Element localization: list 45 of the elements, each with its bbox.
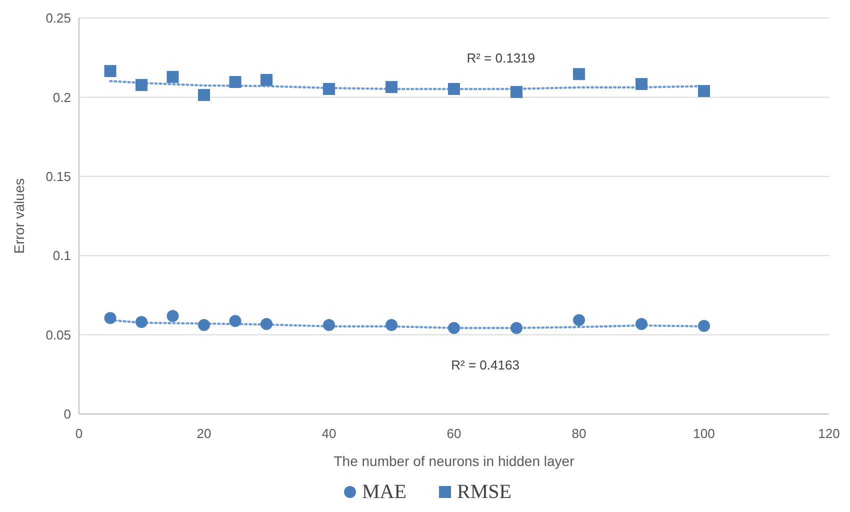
point	[573, 68, 585, 80]
point	[229, 315, 242, 328]
point	[229, 76, 242, 88]
point	[448, 82, 460, 95]
point	[260, 74, 272, 86]
x-tick-label: 40	[322, 426, 336, 441]
point	[510, 322, 522, 334]
legend-label: MAE	[362, 481, 406, 503]
point	[510, 86, 522, 98]
point	[323, 318, 335, 331]
point	[260, 318, 272, 330]
x-axis-title: The number of neurons in hidden layer	[334, 453, 575, 469]
x-tick-label: 0	[75, 426, 83, 441]
annotation: R² = 0.1319	[466, 50, 536, 66]
point	[636, 318, 648, 330]
point	[386, 318, 398, 331]
point	[104, 312, 116, 324]
y-tick-label: 0.2	[52, 90, 71, 105]
y-axis-title: Error values	[11, 178, 27, 254]
point	[104, 65, 116, 78]
legend-label: RMSE	[457, 481, 512, 503]
point	[573, 314, 585, 326]
point	[198, 318, 210, 331]
x-tick-label: 120	[818, 426, 840, 441]
x-tick-label: 100	[693, 426, 715, 441]
y-tick-label: 0.1	[52, 248, 71, 264]
y-tick-label: 0.05	[46, 327, 71, 342]
y-tick-label: 0	[64, 406, 71, 422]
point	[448, 322, 460, 334]
annotation: R² = 0.4163	[451, 358, 520, 373]
point	[136, 79, 148, 92]
point	[166, 70, 179, 83]
x-tick-label: 20	[196, 426, 212, 441]
point	[198, 88, 210, 101]
point	[636, 78, 648, 90]
point	[698, 320, 710, 332]
x-tick-label: 60	[446, 426, 462, 441]
y-tick-label: 0.25	[46, 10, 71, 26]
point	[136, 316, 148, 328]
point	[323, 82, 335, 95]
point	[166, 310, 179, 322]
point	[386, 81, 398, 94]
point	[698, 85, 710, 98]
y-tick-label: 0.15	[46, 168, 71, 184]
x-tick-label: 80	[572, 426, 586, 441]
